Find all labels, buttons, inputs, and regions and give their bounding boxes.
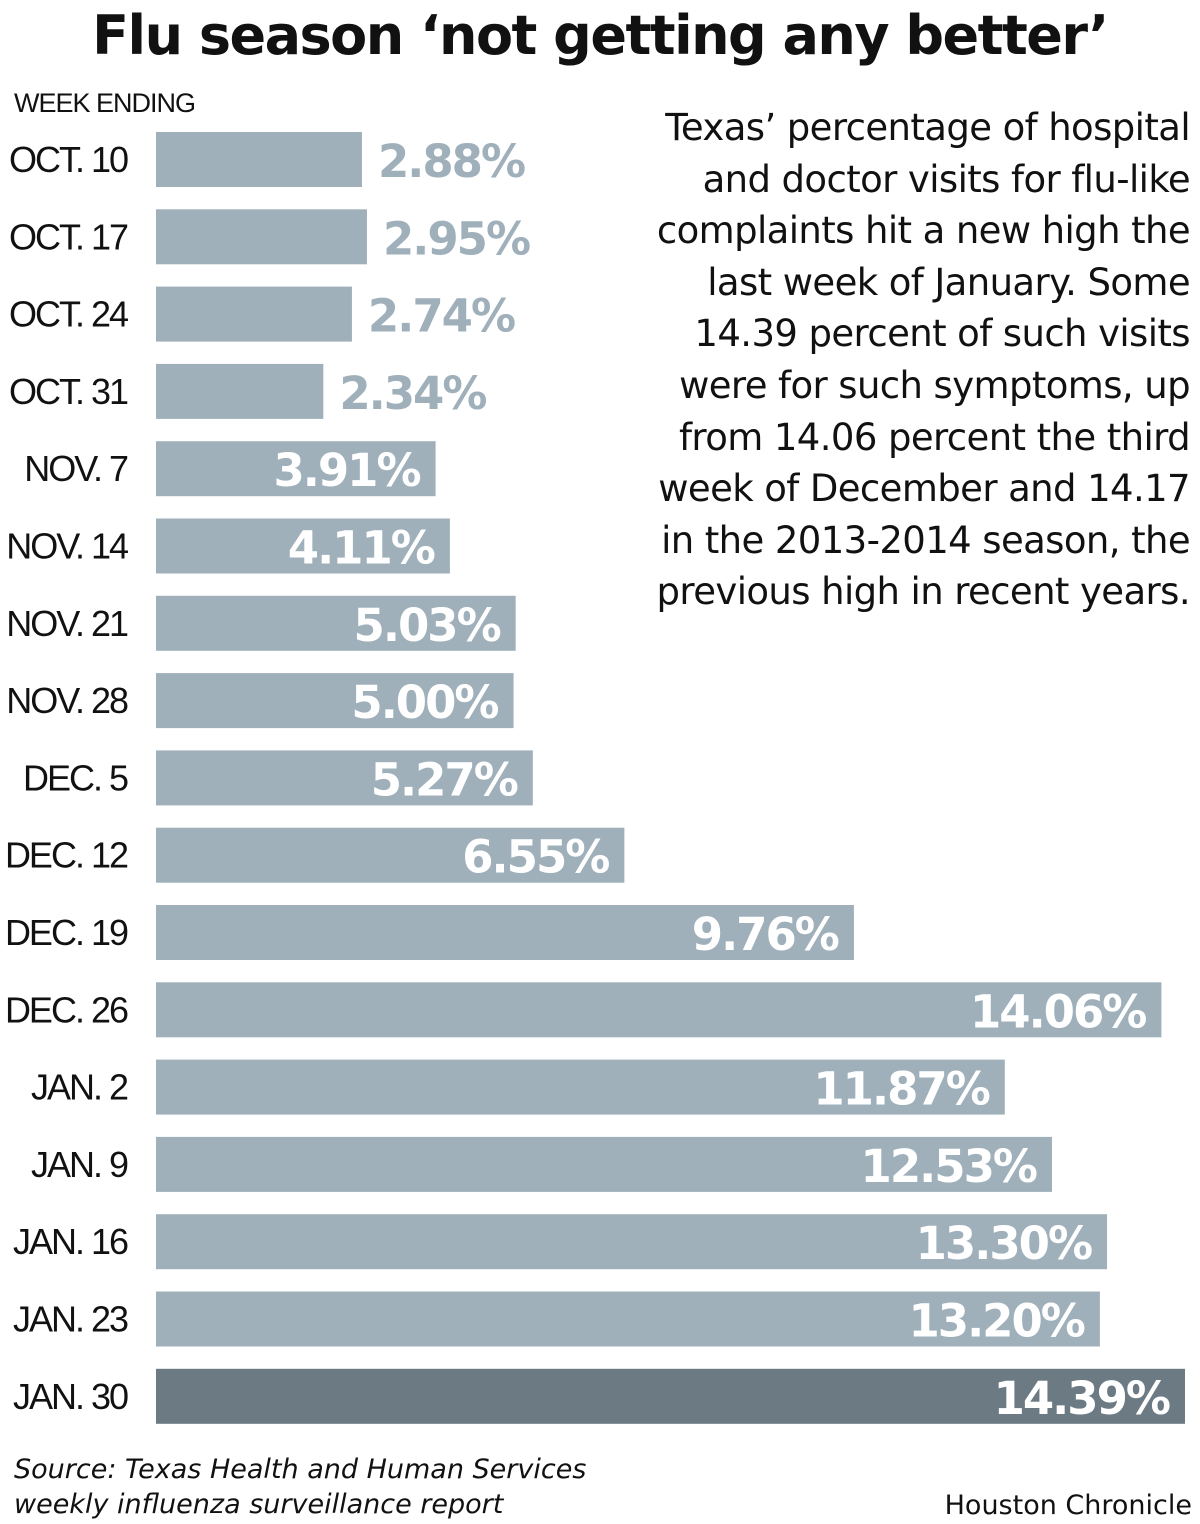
category-label: NOV. 21 (6, 603, 128, 644)
bar (156, 673, 514, 729)
credit: Houston Chronicle (944, 1490, 1192, 1521)
value-label: 5.00% (351, 676, 498, 729)
axis-header: WEEK ENDING (14, 88, 196, 118)
value-label: 9.76% (692, 908, 839, 961)
category-label: DEC. 19 (5, 912, 128, 953)
chart-title: Flu season ‘not getting any better’ (92, 4, 1109, 67)
category-label: DEC. 12 (5, 835, 128, 876)
category-label: OCT. 10 (9, 139, 128, 180)
value-label: 5.03% (354, 599, 501, 652)
category-label: OCT. 24 (9, 294, 128, 335)
category-label: DEC. 5 (23, 757, 128, 798)
bar (156, 905, 854, 960)
category-label: NOV. 14 (6, 526, 128, 567)
bar (156, 441, 436, 497)
bar (156, 1059, 1005, 1115)
bar (156, 827, 625, 883)
value-label: 12.53% (861, 1140, 1037, 1193)
bar (156, 286, 352, 342)
bar (156, 1368, 1185, 1424)
bar (156, 209, 367, 265)
value-label: 13.20% (908, 1295, 1084, 1348)
category-label: OCT. 17 (9, 216, 128, 257)
category-label: DEC. 26 (5, 989, 128, 1030)
bar (156, 750, 533, 806)
category-label: JAN. 2 (31, 1067, 128, 1108)
value-label: 11.87% (813, 1063, 989, 1116)
value-label: 3.91% (273, 444, 420, 497)
chart-description: Texas’ percentage of hospital and doctor… (656, 106, 1191, 614)
value-label: 14.06% (970, 985, 1146, 1038)
bar (156, 132, 362, 187)
category-label: NOV. 28 (6, 680, 128, 721)
category-label: JAN. 9 (31, 1144, 128, 1185)
value-label: 2.74% (368, 290, 515, 343)
bar (156, 1291, 1100, 1347)
category-label: NOV. 7 (24, 448, 128, 489)
value-label: 2.95% (383, 212, 530, 265)
category-label: OCT. 31 (9, 371, 128, 412)
value-label: 14.39% (994, 1372, 1170, 1425)
bar (156, 1214, 1108, 1270)
value-label: 5.27% (371, 753, 518, 806)
category-label: JAN. 30 (13, 1376, 128, 1417)
category-label: JAN. 23 (13, 1299, 128, 1340)
bar (156, 595, 516, 651)
source-note: Source: Texas Health and Human Services … (14, 1454, 587, 1520)
bar (156, 518, 450, 574)
bar (156, 363, 324, 419)
value-label: 2.34% (339, 367, 486, 420)
category-label: JAN. 16 (13, 1221, 128, 1262)
value-label: 6.55% (462, 831, 609, 884)
value-label: 2.88% (378, 135, 525, 188)
bar (156, 1136, 1052, 1192)
value-label: 4.11% (288, 522, 435, 575)
bar (156, 982, 1162, 1038)
value-label: 13.30% (916, 1217, 1092, 1270)
